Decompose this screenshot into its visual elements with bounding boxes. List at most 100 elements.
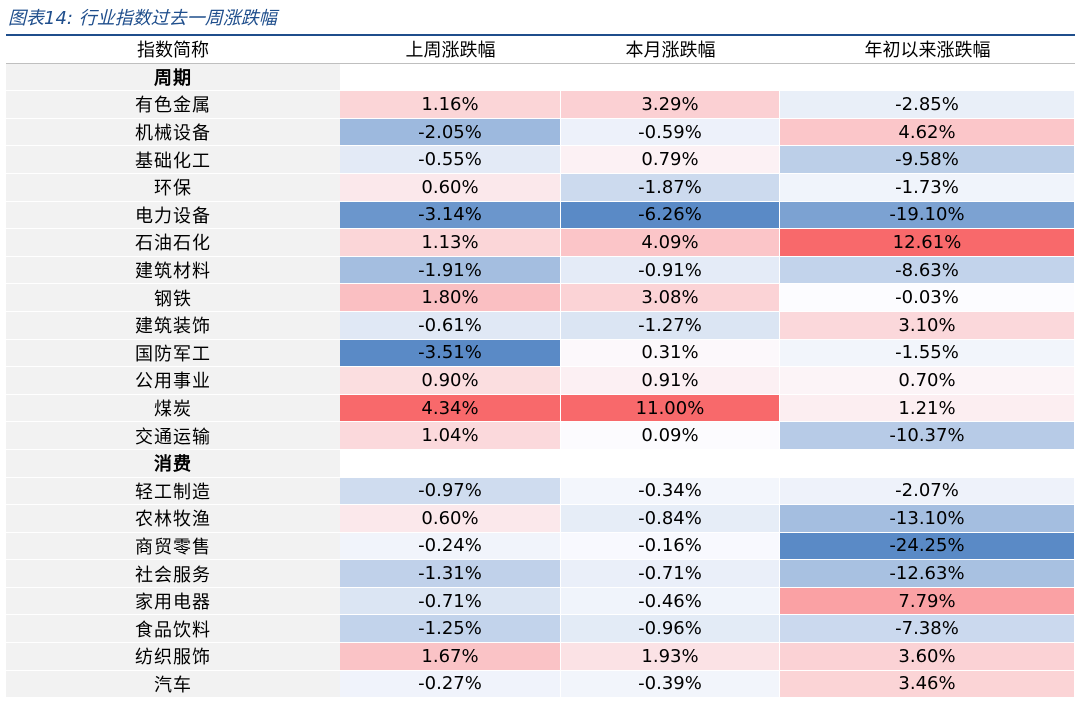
table-row: 农林牧渔 0.60% -0.84% -13.10% bbox=[6, 505, 1075, 533]
weekly-change-cell: 0.60% bbox=[340, 505, 561, 533]
industry-name: 家用电器 bbox=[6, 587, 340, 616]
weekly-change-cell: 1.16% bbox=[340, 91, 561, 119]
table-row: 交通运输 1.04% 0.09% -10.37% bbox=[6, 422, 1075, 450]
weekly-change-cell: -1.31% bbox=[340, 560, 561, 588]
industry-name: 社会服务 bbox=[6, 560, 340, 588]
monthly-change-cell: -0.39% bbox=[561, 670, 780, 699]
weekly-change-cell: -0.55% bbox=[340, 146, 561, 174]
ytd-change-cell: 3.10% bbox=[780, 311, 1075, 340]
monthly-change-cell: 1.93% bbox=[561, 643, 780, 671]
industry-name: 钢铁 bbox=[6, 284, 340, 312]
ytd-change-cell: -10.37% bbox=[780, 422, 1075, 450]
weekly-change-cell: -0.27% bbox=[340, 670, 561, 699]
table-row: 钢铁 1.80% 3.08% -0.03% bbox=[6, 284, 1075, 312]
monthly-change-cell: -0.71% bbox=[561, 560, 780, 588]
group-label: 周期 bbox=[6, 63, 340, 92]
table-row: 煤炭 4.34% 11.00% 1.21% bbox=[6, 394, 1075, 423]
table-row: 有色金属 1.16% 3.29% -2.85% bbox=[6, 91, 1075, 119]
monthly-change-cell: -0.91% bbox=[561, 256, 780, 285]
weekly-change-cell: 1.13% bbox=[340, 229, 561, 257]
group-label: 消费 bbox=[6, 449, 340, 478]
monthly-change-cell: -1.87% bbox=[561, 173, 780, 202]
industry-returns-table: 指数简称 上周涨跌幅 本月涨跌幅 年初以来涨跌幅 周期 有色金属 1.16% 3.29… bbox=[6, 36, 1075, 699]
monthly-change-cell: -0.96% bbox=[561, 615, 780, 644]
table-row: 建筑材料 -1.91% -0.91% -8.63% bbox=[6, 256, 1075, 285]
table-header: 指数简称 上周涨跌幅 本月涨跌幅 年初以来涨跌幅 bbox=[6, 36, 1075, 64]
weekly-change-cell: -2.05% bbox=[340, 118, 561, 147]
figure-label: 图表14: bbox=[8, 8, 73, 29]
ytd-change-cell: -13.10% bbox=[780, 505, 1075, 533]
table-body: 周期 有色金属 1.16% 3.29% -2.85% 机械设备 -2.05% -0.59% 4.… bbox=[6, 63, 1075, 699]
industry-name: 石油石化 bbox=[6, 229, 340, 257]
monthly-change-cell: -0.59% bbox=[561, 118, 780, 147]
industry-name: 国防军工 bbox=[6, 339, 340, 368]
industry-name: 环保 bbox=[6, 173, 340, 202]
monthly-change-cell: 11.00% bbox=[561, 394, 780, 423]
weekly-change-cell: 0.60% bbox=[340, 173, 561, 202]
table-row: 纺织服饰 1.67% 1.93% 3.60% bbox=[6, 643, 1075, 671]
ytd-change-cell: -9.58% bbox=[780, 146, 1075, 174]
ytd-change-cell: -19.10% bbox=[780, 201, 1075, 230]
table-row: 轻工制造 -0.97% -0.34% -2.07% bbox=[6, 477, 1075, 506]
ytd-change-cell: -24.25% bbox=[780, 532, 1075, 561]
weekly-change-cell: -3.51% bbox=[340, 339, 561, 368]
table-row: 汽车 -0.27% -0.39% 3.46% bbox=[6, 670, 1075, 699]
monthly-change-cell: -0.34% bbox=[561, 477, 780, 506]
industry-name: 农林牧渔 bbox=[6, 505, 340, 533]
table-row: 电力设备 -3.14% -6.26% -19.10% bbox=[6, 201, 1075, 230]
monthly-change-cell: -1.27% bbox=[561, 311, 780, 340]
industry-name: 电力设备 bbox=[6, 201, 340, 230]
ytd-change-cell: -12.63% bbox=[780, 560, 1075, 588]
table-row: 石油石化 1.13% 4.09% 12.61% bbox=[6, 229, 1075, 257]
ytd-change-cell: -1.73% bbox=[780, 173, 1075, 202]
industry-name: 建筑材料 bbox=[6, 256, 340, 285]
monthly-change-cell: -0.46% bbox=[561, 587, 780, 616]
monthly-change-cell: -6.26% bbox=[561, 201, 780, 230]
industry-name: 机械设备 bbox=[6, 118, 340, 147]
industry-name: 纺织服饰 bbox=[6, 643, 340, 671]
ytd-change-cell: 0.70% bbox=[780, 367, 1075, 395]
industry-name: 交通运输 bbox=[6, 422, 340, 450]
group-row-fill bbox=[340, 449, 1075, 478]
weekly-change-cell: 1.80% bbox=[340, 284, 561, 312]
ytd-change-cell: -1.55% bbox=[780, 339, 1075, 368]
table-row: 环保 0.60% -1.87% -1.73% bbox=[6, 173, 1075, 202]
weekly-change-cell: -0.71% bbox=[340, 587, 561, 616]
weekly-change-cell: 1.04% bbox=[340, 422, 561, 450]
industry-name: 商贸零售 bbox=[6, 532, 340, 561]
ytd-change-cell: 3.60% bbox=[780, 643, 1075, 671]
group-row: 周期 bbox=[6, 63, 1075, 92]
weekly-change-cell: 1.67% bbox=[340, 643, 561, 671]
weekly-change-cell: 0.90% bbox=[340, 367, 561, 395]
monthly-change-cell: 4.09% bbox=[561, 229, 780, 257]
ytd-change-cell: -0.03% bbox=[780, 284, 1075, 312]
ytd-change-cell: -8.63% bbox=[780, 256, 1075, 285]
table-row: 食品饮料 -1.25% -0.96% -7.38% bbox=[6, 615, 1075, 644]
weekly-change-cell: -1.91% bbox=[340, 256, 561, 285]
table-row: 家用电器 -0.71% -0.46% 7.79% bbox=[6, 587, 1075, 616]
weekly-change-cell: -0.61% bbox=[340, 311, 561, 340]
header-weekly-change: 上周涨跌幅 bbox=[340, 36, 561, 64]
industry-name: 公用事业 bbox=[6, 367, 340, 395]
monthly-change-cell: -0.84% bbox=[561, 505, 780, 533]
header-monthly-change: 本月涨跌幅 bbox=[561, 36, 780, 64]
monthly-change-cell: -0.16% bbox=[561, 532, 780, 561]
weekly-change-cell: -3.14% bbox=[340, 201, 561, 230]
ytd-change-cell: 1.21% bbox=[780, 394, 1075, 423]
caption-divider bbox=[6, 34, 1075, 36]
industry-name: 有色金属 bbox=[6, 91, 340, 119]
group-row-fill bbox=[340, 63, 1075, 92]
figure-title: 行业指数过去一周涨跌幅 bbox=[78, 8, 277, 29]
ytd-change-cell: -7.38% bbox=[780, 615, 1075, 644]
monthly-change-cell: 0.31% bbox=[561, 339, 780, 368]
monthly-change-cell: 3.29% bbox=[561, 91, 780, 119]
ytd-change-cell: -2.85% bbox=[780, 91, 1075, 119]
ytd-change-cell: 3.46% bbox=[780, 670, 1075, 699]
table-row: 机械设备 -2.05% -0.59% 4.62% bbox=[6, 118, 1075, 147]
ytd-change-cell: -2.07% bbox=[780, 477, 1075, 506]
weekly-change-cell: -0.24% bbox=[340, 532, 561, 561]
industry-name: 汽车 bbox=[6, 670, 340, 699]
ytd-change-cell: 4.62% bbox=[780, 118, 1075, 147]
monthly-change-cell: 3.08% bbox=[561, 284, 780, 312]
table-row: 国防军工 -3.51% 0.31% -1.55% bbox=[6, 339, 1075, 368]
